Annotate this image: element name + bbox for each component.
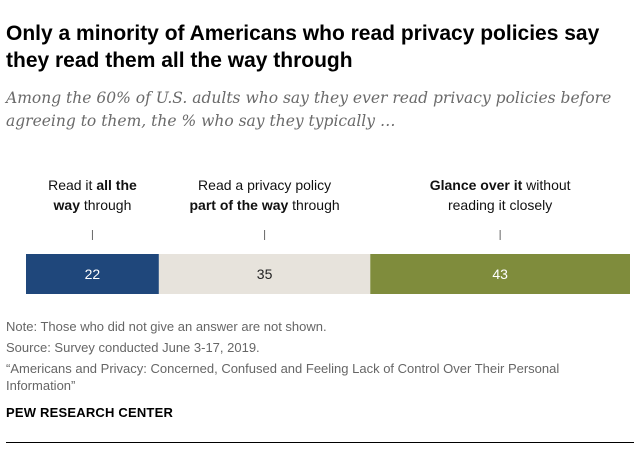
- report-citation: “Americans and Privacy: Concerned, Confu…: [6, 361, 560, 393]
- value-label-3: 43: [492, 266, 508, 282]
- category-label-3-line-1: Glance over it without: [430, 177, 571, 193]
- value-label-1: 22: [85, 266, 101, 282]
- category-label-2-line-2: part of the way through: [189, 197, 339, 213]
- category-label-1-line-1: Read it all the: [48, 177, 137, 193]
- bar-segment-3: [370, 254, 630, 294]
- bar-segment-2: [158, 254, 371, 294]
- chart-title: Only a minority of Americans who read pr…: [6, 22, 600, 72]
- category-label-3-line-2: reading it closely: [448, 197, 552, 213]
- value-label-2: 35: [257, 266, 273, 282]
- chart-note: Note: Those who did not give an answer a…: [6, 319, 327, 334]
- bottom-rule: [6, 442, 634, 443]
- stacked-bar-chart: 22 Read it all the way through 35 Read a pri…: [26, 177, 630, 294]
- bar-segment-1: [26, 254, 159, 294]
- category-label-2-line-1: Read a privacy policy: [198, 177, 331, 193]
- organization-name: PEW RESEARCH CENTER: [6, 405, 174, 420]
- chart-source: Source: Survey conducted June 3-17, 2019…: [6, 340, 260, 355]
- chart-subtitle: Among the 60% of U.S. adults who say the…: [6, 89, 612, 130]
- category-label-1-line-2: way through: [53, 197, 132, 213]
